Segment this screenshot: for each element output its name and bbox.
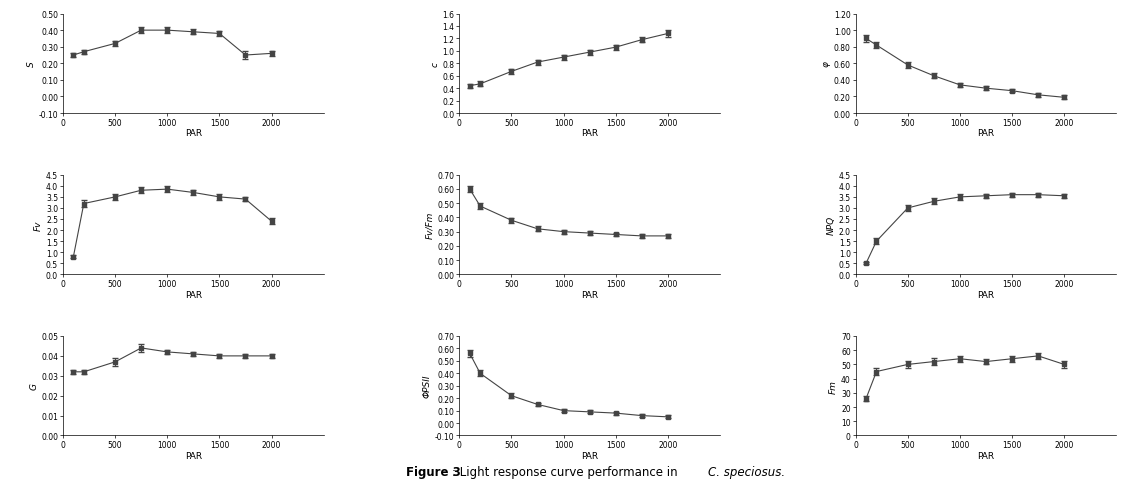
Text: : Light response curve performance in: : Light response curve performance in — [452, 466, 681, 478]
X-axis label: PAR: PAR — [582, 451, 598, 460]
X-axis label: PAR: PAR — [978, 451, 995, 460]
X-axis label: PAR: PAR — [582, 129, 598, 138]
Y-axis label: ΦPSII: ΦPSII — [423, 374, 432, 398]
Text: C. speciosus.: C. speciosus. — [708, 466, 784, 478]
X-axis label: PAR: PAR — [978, 129, 995, 138]
Y-axis label: Fv/Fm: Fv/Fm — [426, 212, 435, 239]
X-axis label: PAR: PAR — [978, 290, 995, 299]
X-axis label: PAR: PAR — [184, 129, 202, 138]
Y-axis label: φ: φ — [822, 61, 831, 67]
Text: Figure 3: Figure 3 — [406, 466, 461, 478]
Y-axis label: S: S — [26, 61, 35, 67]
X-axis label: PAR: PAR — [184, 290, 202, 299]
X-axis label: PAR: PAR — [582, 290, 598, 299]
Y-axis label: Fm: Fm — [829, 379, 838, 393]
Y-axis label: c: c — [431, 61, 440, 67]
Y-axis label: NPQ: NPQ — [827, 215, 836, 235]
Y-axis label: G: G — [30, 382, 38, 390]
Y-axis label: Fv: Fv — [34, 220, 44, 230]
X-axis label: PAR: PAR — [184, 451, 202, 460]
